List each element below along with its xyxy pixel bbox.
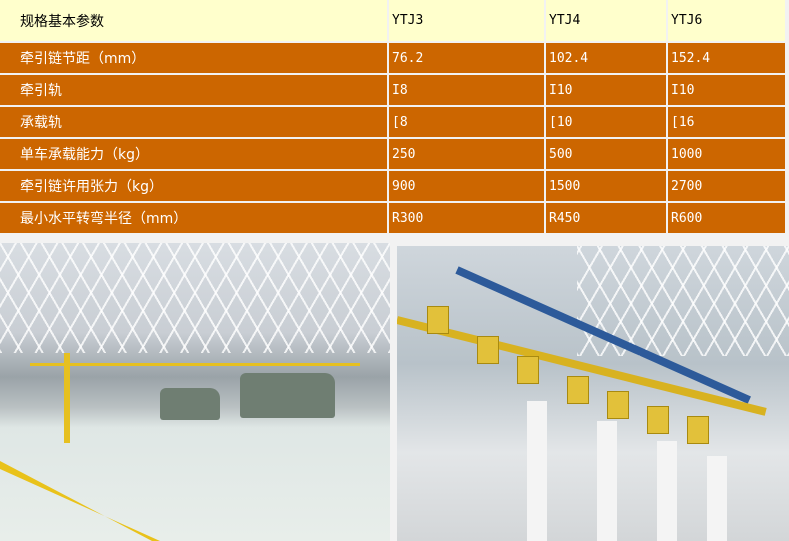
pillar xyxy=(657,441,677,541)
table-cell: [16 xyxy=(668,107,785,137)
table-row: 牵引链许用张力（kg） 900 1500 2700 xyxy=(0,171,785,201)
table-row: 承载轨 [8 [10 [16 xyxy=(0,107,785,137)
header-cell: YTJ3 xyxy=(389,0,544,41)
carrier xyxy=(517,356,539,384)
table-cell: 152.4 xyxy=(668,43,785,73)
row-label: 承载轨 xyxy=(0,107,387,137)
table-cell: 250 xyxy=(389,139,544,169)
header-cell: YTJ6 xyxy=(668,0,785,41)
car-body xyxy=(160,388,220,420)
table-cell: 1000 xyxy=(668,139,785,169)
carrier xyxy=(477,336,499,364)
table-cell: I8 xyxy=(389,75,544,105)
table-row: 最小水平转弯半径（mm） R300 R450 R600 xyxy=(0,203,785,233)
table-row: 牵引链节距（mm） 76.2 102.4 152.4 xyxy=(0,43,785,73)
table-cell: 500 xyxy=(546,139,666,169)
floor-stripe xyxy=(0,461,160,541)
header-cell: 规格基本参数 xyxy=(0,0,387,41)
table-row: 单车承载能力（kg） 250 500 1000 xyxy=(0,139,785,169)
carrier xyxy=(607,391,629,419)
row-label: 牵引链节距（mm） xyxy=(0,43,387,73)
row-label: 牵引链许用张力（kg） xyxy=(0,171,387,201)
table-row: 牵引轨 I8 I10 I10 xyxy=(0,75,785,105)
table-header-row: 规格基本参数 YTJ3 YTJ4 YTJ6 xyxy=(0,0,785,41)
factory-conveyor-photo-left xyxy=(0,243,390,541)
carrier xyxy=(567,376,589,404)
conveyor-rail xyxy=(30,363,360,366)
table-cell: 76.2 xyxy=(389,43,544,73)
carrier xyxy=(647,406,669,434)
table-cell: R450 xyxy=(546,203,666,233)
header-cell: YTJ4 xyxy=(546,0,666,41)
roof-truss xyxy=(0,243,390,353)
table-cell: R600 xyxy=(668,203,785,233)
row-label: 最小水平转弯半径（mm） xyxy=(0,203,387,233)
table-cell: [10 xyxy=(546,107,666,137)
car-body xyxy=(240,373,335,418)
table-cell: R300 xyxy=(389,203,544,233)
pillar xyxy=(527,401,547,541)
table-cell: [8 xyxy=(389,107,544,137)
table-cell: 2700 xyxy=(668,171,785,201)
pillar xyxy=(597,421,617,541)
carrier xyxy=(427,306,449,334)
pillar xyxy=(707,456,727,541)
row-label: 单车承载能力（kg） xyxy=(0,139,387,169)
carrier xyxy=(687,416,709,444)
table-cell: I10 xyxy=(546,75,666,105)
lift-column xyxy=(64,353,70,443)
factory-conveyor-photo-right xyxy=(397,246,789,541)
row-label: 牵引轨 xyxy=(0,75,387,105)
table-cell: 1500 xyxy=(546,171,666,201)
spec-table: 规格基本参数 YTJ3 YTJ4 YTJ6 牵引链节距（mm） 76.2 102… xyxy=(0,0,787,235)
table-cell: I10 xyxy=(668,75,785,105)
table-cell: 102.4 xyxy=(546,43,666,73)
table-cell: 900 xyxy=(389,171,544,201)
